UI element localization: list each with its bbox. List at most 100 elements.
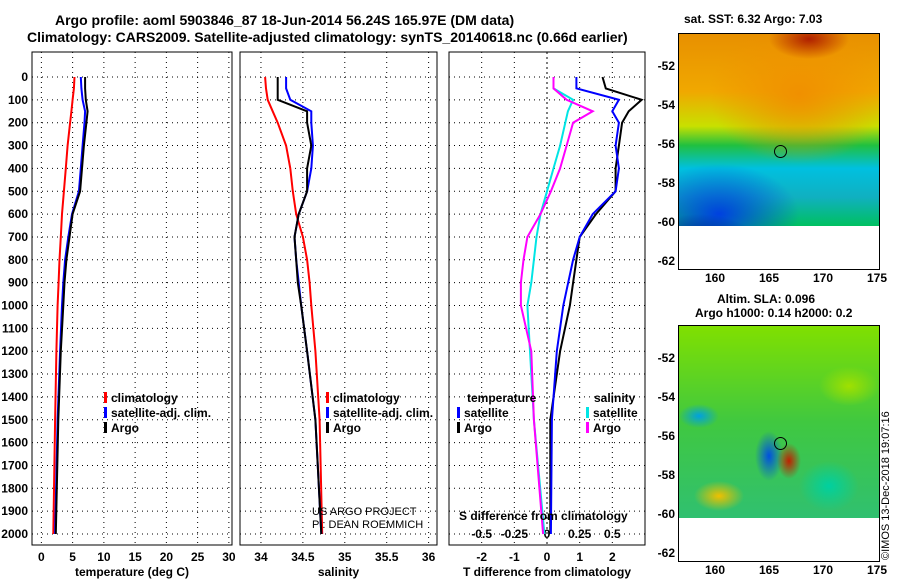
x-tick-label: 5: [69, 550, 76, 564]
legend-swatch-s-argo: [586, 422, 589, 433]
series-line-temperature-argo: [549, 76, 644, 534]
legend-label: satellite-adj. clim.: [333, 406, 434, 420]
legend-label: Argo: [333, 421, 361, 435]
lon-tick-label: 175: [867, 563, 888, 577]
lon-tick-label: 165: [759, 271, 780, 285]
x-axis-label: temperature (deg C): [75, 565, 189, 579]
y-tick-label: 1100: [2, 321, 28, 335]
s-tick-label: -0.5: [471, 527, 492, 541]
series-line-salinity-argo: [519, 77, 595, 535]
y-tick-label: 0: [21, 70, 28, 84]
lat-tick-label: -52: [657, 59, 675, 73]
lat-tick-label: -58: [657, 176, 675, 190]
lat-tick-label: -54: [657, 390, 675, 404]
x-tick-label: 15: [128, 550, 142, 564]
y-tick-label: 1600: [1, 436, 28, 450]
legend-label: climatology: [333, 391, 400, 405]
x-tick-label: 10: [97, 550, 111, 564]
lon-tick-label: 160: [705, 271, 726, 285]
y-tick-label: 700: [8, 230, 28, 244]
y-tick-label: 900: [8, 276, 28, 290]
y-tick-label: 2000: [1, 527, 28, 541]
sst-map: [678, 33, 880, 270]
sst-field: [679, 34, 879, 226]
legend-label: Argo: [111, 421, 139, 435]
legend-label: climatology: [111, 391, 178, 405]
legend-label: Argo: [593, 421, 621, 435]
y-tick-label: 100: [8, 93, 28, 107]
x-tick-label: 34: [254, 550, 268, 564]
legend-label: satellite: [464, 406, 509, 420]
sla-map: [678, 325, 880, 562]
lat-tick-label: -60: [657, 215, 675, 229]
legend-label: satellite: [593, 406, 638, 420]
lat-tick-label: -54: [657, 98, 675, 112]
y-tick-label: 1500: [1, 413, 28, 427]
series-line-salinity-satellite: [526, 77, 575, 535]
sla-map-title-1: Altim. SLA: 0.096: [717, 292, 816, 306]
lon-tick-label: 165: [759, 563, 780, 577]
y-tick-label: 400: [8, 161, 28, 175]
legend-label: satellite-adj. clim.: [111, 406, 212, 420]
s-tick-label: 0.5: [604, 527, 621, 541]
x-tick-label: -2: [476, 550, 487, 564]
y-tick-label: 800: [8, 253, 28, 267]
lat-tick-label: -52: [657, 351, 675, 365]
s-tick-label: 0.25: [568, 527, 592, 541]
x-tick-label: 34.5: [291, 550, 315, 564]
argo-position-marker: [774, 437, 787, 450]
lon-tick-label: 160: [705, 563, 726, 577]
y-tick-label: 600: [8, 207, 28, 221]
y-tick-label: 300: [8, 139, 28, 153]
y-tick-label: 1200: [1, 344, 28, 358]
x-tick-label: 0: [38, 550, 45, 564]
lon-tick-label: 170: [813, 563, 834, 577]
argo-position-marker: [774, 145, 787, 158]
y-tick-label: 1400: [1, 390, 28, 404]
legend-heading: temperature: [467, 391, 537, 405]
sla-field: [679, 326, 879, 518]
lat-tick-label: -62: [657, 546, 675, 560]
legend-swatch-satellite: [326, 407, 329, 418]
y-tick-label: 500: [8, 184, 28, 198]
lat-tick-label: -60: [657, 507, 675, 521]
plot-frame: [239, 51, 438, 546]
y-tick-label: 1700: [1, 458, 28, 472]
x-tick-label: 25: [191, 550, 205, 564]
series-line-argo: [54, 77, 89, 535]
lon-tick-label: 170: [813, 271, 834, 285]
imos-stamp: ©IMOS 13-Dec-2018 19:07:16: [880, 411, 892, 560]
s-axis-label: S difference from climatology: [459, 509, 628, 523]
y-tick-label: 1900: [1, 504, 28, 518]
series-line-argo: [276, 77, 323, 535]
lat-tick-label: -56: [657, 429, 675, 443]
legend-salinity: climatology satellite-adj. clim. Argo: [326, 391, 433, 436]
title-line-1: Argo profile: aoml 5903846_87 18-Jun-201…: [55, 12, 515, 28]
legend-swatch-climatology: [104, 392, 107, 403]
legend-temperature: climatology satellite-adj. clim. Argo: [104, 391, 211, 436]
lat-tick-label: -58: [657, 468, 675, 482]
y-tick-label: 1300: [1, 367, 28, 381]
legend-heading: salinity: [594, 391, 636, 405]
legend-swatch-argo: [104, 422, 107, 433]
x-tick-label: 30: [222, 550, 236, 564]
x-tick-label: -1: [509, 550, 520, 564]
x-tick-label: 2: [609, 550, 616, 564]
y-tick-label: 1000: [1, 299, 28, 313]
credit-block: US ARGO PROJECT PI: DEAN ROEMMICH: [312, 506, 423, 532]
lat-tick-label: -62: [657, 254, 675, 268]
plot-frame: [31, 51, 233, 546]
title-line-2: Climatology: CARS2009. Satellite-adjuste…: [27, 29, 628, 45]
series-line-temperature-satellite: [549, 77, 621, 535]
pi-credit: PI: DEAN ROEMMICH: [312, 519, 424, 531]
x-axis-label: T difference from climatology: [463, 565, 631, 579]
series-line-climatology: [52, 76, 76, 535]
x-tick-label: 35.5: [375, 550, 399, 564]
lon-tick-label: 175: [867, 271, 888, 285]
legend-swatch-climatology: [326, 392, 329, 403]
legend-swatch-satellite: [104, 407, 107, 418]
legend-swatch-argo: [326, 422, 329, 433]
legend-swatch-t-argo: [457, 422, 460, 433]
legend-diff-salinity: salinity satellite Argo: [586, 391, 638, 436]
